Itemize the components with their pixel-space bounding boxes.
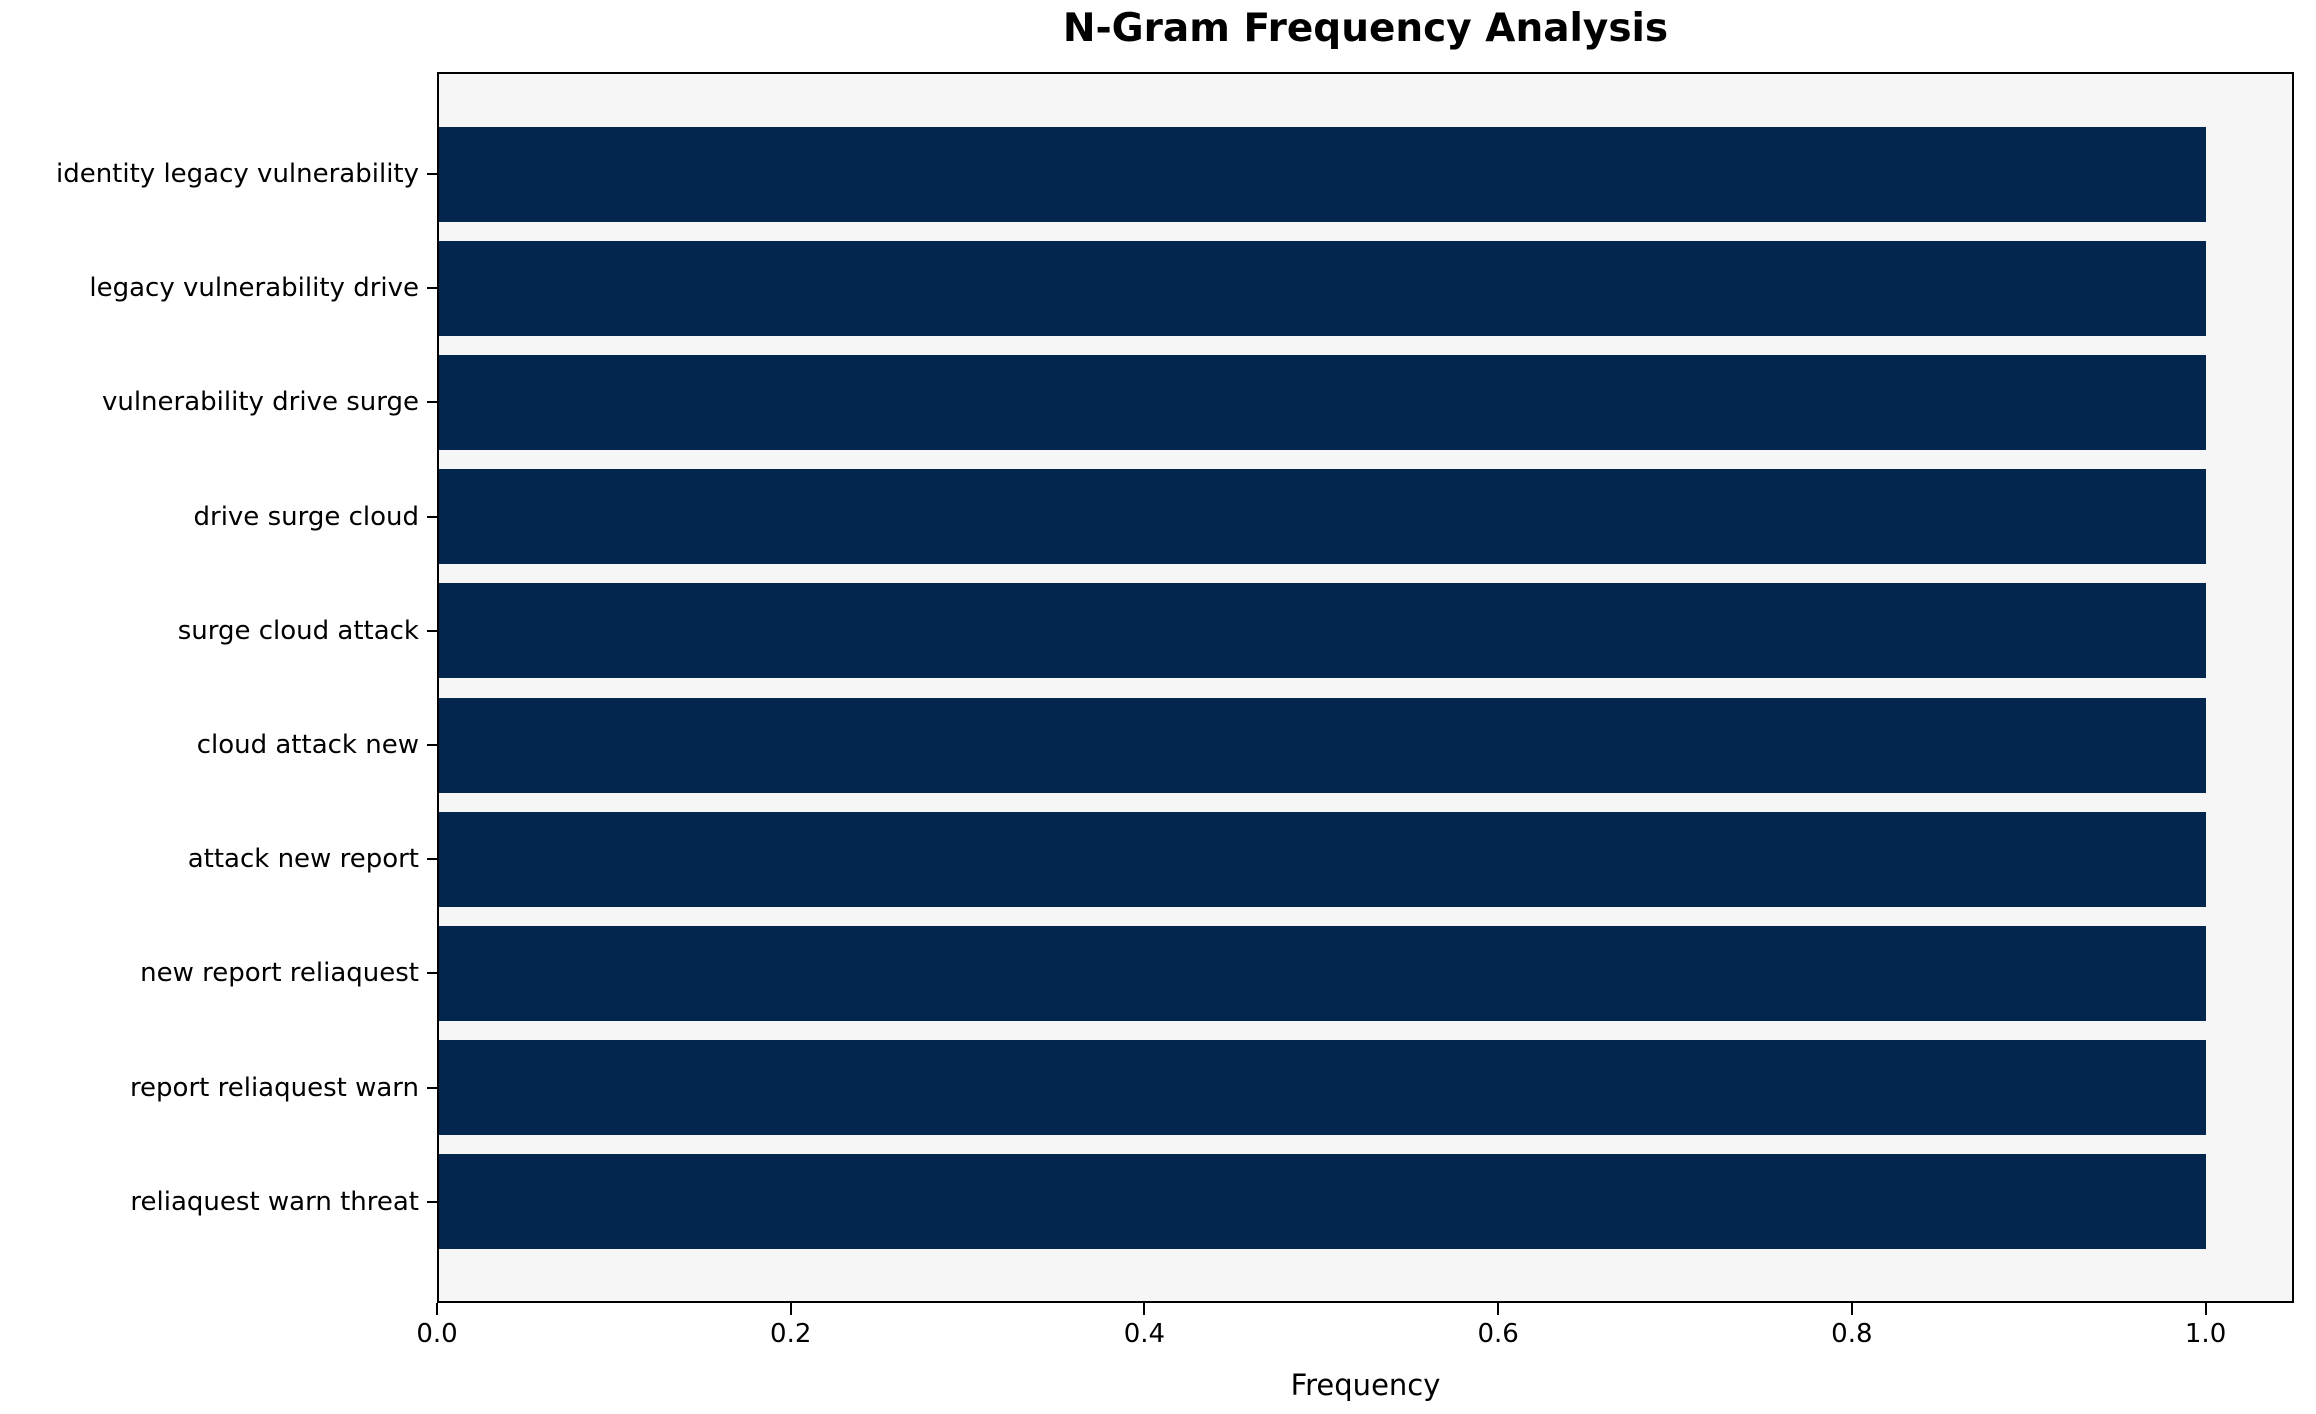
y-tick-mark [427, 744, 437, 746]
x-tick-mark [1850, 1303, 1853, 1315]
y-tick-mark [427, 1086, 437, 1089]
bar [439, 583, 2206, 679]
bar [439, 469, 2206, 565]
y-tick-mark [427, 972, 437, 975]
y-tick-label: cloud attack new [196, 730, 419, 760]
bar [439, 1154, 2206, 1250]
bar [439, 240, 2206, 336]
bar [439, 925, 2206, 1021]
y-tick-label: vulnerability drive surge [101, 387, 419, 418]
chart-title: N-Gram Frequency Analysis [1062, 6, 1669, 51]
x-tick-label: 0.0 [416, 1319, 458, 1349]
y-tick-label: report reliaquest warn [129, 1072, 419, 1103]
y-tick-mark [427, 1200, 437, 1203]
y-tick-label: drive surge cloud [193, 501, 420, 532]
x-tick-mark [1497, 1303, 1500, 1315]
x-tick-mark [1143, 1303, 1146, 1315]
y-tick-mark [427, 629, 437, 632]
y-tick-mark [427, 287, 437, 290]
y-tick-label: reliaquest warn threat [130, 1186, 419, 1217]
x-axis-label: Frequency [1290, 1368, 1441, 1402]
x-tick-mark [436, 1303, 438, 1315]
y-tick-label: surge cloud attack [177, 615, 419, 646]
x-tick-label: 0.6 [1477, 1319, 1519, 1349]
y-tick-label: identity legacy vulnerability [55, 159, 419, 189]
x-tick-label: 1.0 [2184, 1319, 2227, 1349]
y-tick-mark [427, 515, 437, 518]
y-tick-label: attack new report [187, 844, 419, 875]
bar [439, 811, 2206, 907]
y-tick-label: new report reliaquest [140, 958, 419, 989]
x-tick-label: 0.4 [1123, 1319, 1166, 1349]
y-tick-label: legacy vulnerability drive [89, 273, 419, 304]
y-tick-mark [427, 401, 437, 404]
x-tick-mark [789, 1303, 792, 1315]
bar [439, 697, 2206, 793]
bar [439, 126, 2206, 222]
y-tick-mark [427, 173, 437, 175]
bar [439, 354, 2206, 450]
y-tick-mark [427, 858, 437, 861]
x-tick-label: 0.8 [1831, 1319, 1873, 1349]
x-tick-label: 0.2 [770, 1319, 812, 1349]
x-tick-mark [2204, 1303, 2207, 1315]
bar [439, 1040, 2206, 1136]
